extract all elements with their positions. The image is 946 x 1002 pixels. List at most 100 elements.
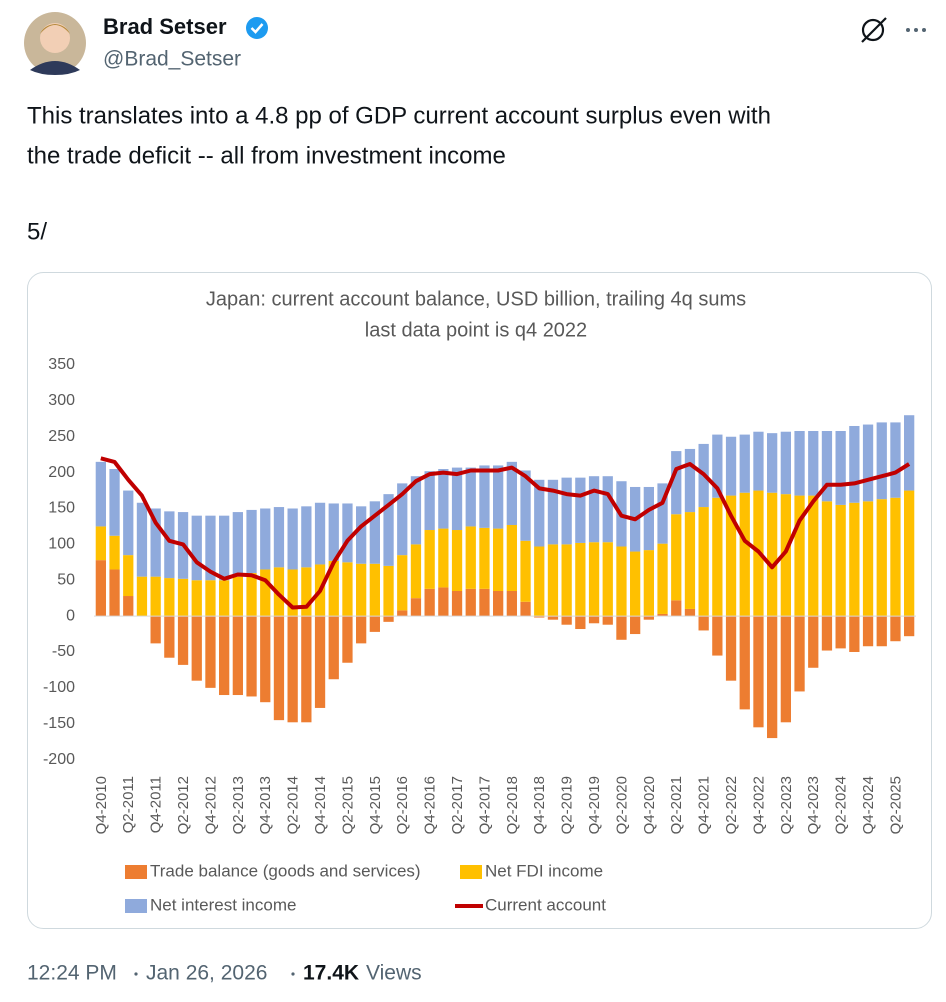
x-tick-label: Q2-2020 xyxy=(613,776,630,834)
bar xyxy=(725,616,737,681)
bar xyxy=(643,616,654,620)
bar xyxy=(164,578,175,617)
bar xyxy=(451,467,463,531)
bar xyxy=(616,616,627,640)
bar xyxy=(808,431,819,496)
bar xyxy=(712,497,723,617)
bar xyxy=(588,476,600,543)
x-tick-label: Q2-2018 xyxy=(504,776,521,834)
y-tick-label: 150 xyxy=(48,500,75,517)
bar xyxy=(835,431,846,505)
x-tick-label: Q4-2022 xyxy=(750,776,767,834)
bar xyxy=(232,576,243,617)
legend-label: Current account xyxy=(485,895,606,914)
y-tick-label: 300 xyxy=(48,392,75,409)
bar xyxy=(465,467,476,527)
bar xyxy=(753,431,764,491)
bar xyxy=(520,601,531,617)
bar xyxy=(191,616,202,681)
bar xyxy=(849,616,860,652)
bar xyxy=(205,515,216,581)
y-tick-label: -150 xyxy=(43,715,75,732)
x-tick-label: Q2-2016 xyxy=(394,776,411,834)
bar xyxy=(123,490,134,556)
bar xyxy=(246,616,257,697)
author-name[interactable]: Brad Setser xyxy=(103,14,227,39)
bar xyxy=(876,422,887,500)
y-tick-label: 350 xyxy=(48,356,75,373)
x-tick-label: Q2-2021 xyxy=(668,776,685,834)
bar xyxy=(821,431,833,502)
tweet-time[interactable]: 12:24 PM xyxy=(27,962,117,985)
bar xyxy=(862,616,874,647)
grok-icon[interactable] xyxy=(861,17,887,43)
x-tick-label: Q2-2015 xyxy=(339,776,356,834)
separator xyxy=(291,972,295,976)
bar xyxy=(287,616,298,723)
bar xyxy=(150,508,161,577)
bar xyxy=(739,616,750,710)
bar xyxy=(397,483,408,556)
bar xyxy=(191,515,202,581)
bar xyxy=(890,497,901,617)
tweet-date[interactable]: Jan 26, 2026 xyxy=(146,962,267,985)
bar xyxy=(821,501,833,617)
bar xyxy=(232,616,243,696)
avatar[interactable] xyxy=(24,12,86,75)
bar xyxy=(95,560,106,617)
tweet-text: the trade deficit -- all from investment… xyxy=(27,142,506,169)
bar xyxy=(219,580,230,617)
bar xyxy=(575,542,586,617)
x-tick-label: Q4-2011 xyxy=(148,776,165,833)
line xyxy=(100,456,911,610)
separator xyxy=(134,972,138,976)
bar xyxy=(547,479,559,545)
bar xyxy=(136,576,148,617)
bar xyxy=(260,508,271,570)
bar xyxy=(671,600,682,617)
bar xyxy=(369,616,380,632)
y-tick-label: 200 xyxy=(48,464,75,481)
bar xyxy=(328,616,339,680)
bar xyxy=(383,565,394,617)
bar xyxy=(177,616,189,665)
bar xyxy=(136,502,148,577)
legend-swatch xyxy=(125,865,147,879)
bar xyxy=(712,616,723,656)
bar xyxy=(369,563,380,617)
x-tick-label: Q4-2023 xyxy=(805,776,822,834)
bar xyxy=(95,526,106,561)
more-icon[interactable] xyxy=(906,28,926,32)
bar xyxy=(630,551,641,617)
bar xyxy=(410,544,422,599)
bar xyxy=(328,560,339,617)
bar xyxy=(424,588,435,617)
bar xyxy=(890,616,901,642)
x-tick-label: Q2-2023 xyxy=(778,776,795,834)
bar xyxy=(506,524,517,591)
x-tick-label: Q4-2012 xyxy=(202,776,219,834)
verified-badge xyxy=(246,17,268,39)
x-tick-label: Q4-2010 xyxy=(93,776,110,834)
bar xyxy=(191,580,202,617)
bar xyxy=(410,476,422,545)
x-tick-label: Q4-2016 xyxy=(422,776,439,834)
bar xyxy=(397,610,408,617)
views-label: Views xyxy=(366,962,422,985)
bar xyxy=(410,598,422,617)
author-handle[interactable]: @Brad_Setser xyxy=(103,48,241,71)
bar xyxy=(287,569,298,617)
y-tick-label: 100 xyxy=(48,536,75,553)
x-tick-label: Q2-2012 xyxy=(175,776,192,834)
x-tick-label: Q2-2025 xyxy=(887,776,904,834)
bar xyxy=(753,616,764,728)
bar xyxy=(109,469,120,536)
bar xyxy=(287,508,298,570)
bar xyxy=(808,616,819,668)
bar xyxy=(520,470,531,541)
bar xyxy=(547,616,559,620)
y-tick-label: 50 xyxy=(57,571,75,588)
y-tick-label: -200 xyxy=(43,751,75,768)
bar xyxy=(465,526,476,589)
bar xyxy=(534,616,545,618)
